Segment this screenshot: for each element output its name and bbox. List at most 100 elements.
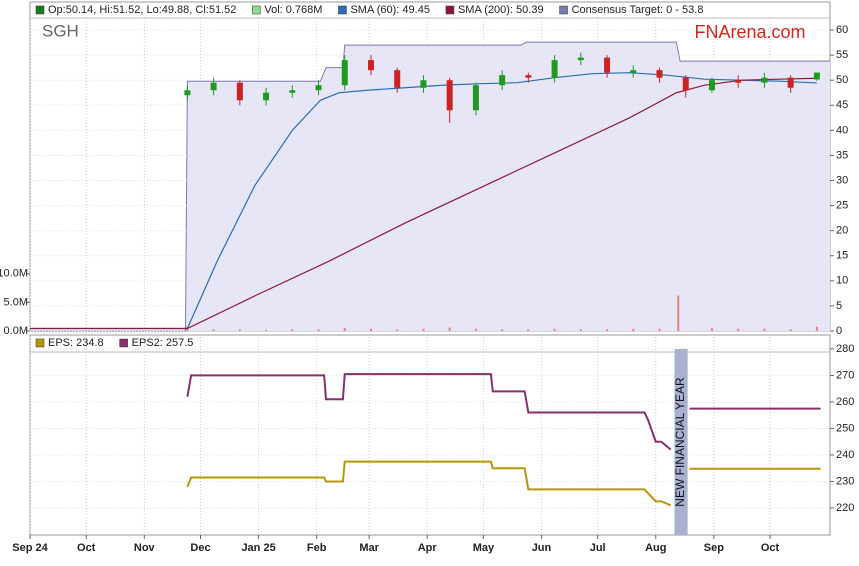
volume-bar (815, 326, 818, 331)
volume-bar (579, 329, 582, 331)
watermark: FNArena.com (694, 22, 805, 42)
plot-layer: Sep 24 Oct Nov Dec Jan 25 Feb Mar Apr May Jun Jul A… (0, 4, 854, 554)
y-tick-label: 60 (836, 24, 848, 36)
volume-bar (527, 329, 530, 331)
volume-tick-label: 0.0M (4, 325, 28, 337)
y-tick-label: 35 (836, 149, 848, 161)
y-tick-label: 240 (836, 449, 854, 461)
target-line (30, 41, 830, 332)
volume-bar (606, 329, 609, 331)
eps-panel (29, 334, 831, 536)
y-tick-label: 45 (836, 99, 848, 111)
candle-body (682, 77, 689, 91)
candle-body (446, 80, 453, 111)
volume-bar (238, 329, 241, 331)
legend-label: EPS: 234.8 (48, 337, 104, 349)
candle-body (656, 70, 663, 78)
y-tick-label: 55 (836, 49, 848, 61)
legend-label: SMA (200): 50.39 (458, 4, 544, 16)
candle-body (577, 57, 584, 61)
candle-body (289, 90, 296, 93)
candle-body (420, 80, 427, 88)
volume-bar (369, 328, 372, 331)
candle-body (184, 90, 191, 96)
legend-swatch (35, 5, 45, 15)
volume-bar (448, 327, 451, 331)
y-tick-label: 50 (836, 74, 848, 86)
x-tick-label: Apr (418, 542, 438, 554)
candle-body (813, 72, 820, 80)
x-tick-label: Jul (590, 542, 606, 554)
x-tick-label: Jan 25 (241, 542, 275, 554)
volume-bar (396, 329, 399, 331)
volume-bar (501, 329, 504, 331)
y-tick-label: 10 (836, 275, 848, 287)
y-tick-label: 280 (836, 343, 854, 355)
legend-label: Vol: 0.768M (264, 4, 322, 16)
y-tick-label: 0 (836, 325, 842, 337)
volume-bar (710, 328, 713, 331)
x-tick-label: Sep 24 (12, 542, 48, 554)
volume-bar (632, 328, 635, 331)
target-area (30, 42, 830, 331)
annotation-band (674, 349, 688, 535)
y-tick-label: 30 (836, 174, 848, 186)
y-tick-label: 220 (836, 502, 854, 514)
x-tick-label: Sep (704, 542, 724, 554)
volume-bar (422, 328, 425, 331)
volume-bar (212, 329, 215, 331)
legend-swatch (119, 338, 128, 348)
candle-body (394, 70, 401, 88)
x-tick-label: Nov (134, 542, 156, 554)
candle-body (367, 60, 374, 71)
x-tick-label: May (473, 542, 495, 554)
candle-body (551, 60, 558, 78)
y-tick-label: 20 (836, 225, 848, 237)
volume-bar (553, 328, 556, 331)
volume-tick-label: 10.0M (0, 268, 28, 280)
y-tick-label: 40 (836, 124, 848, 136)
candle-body (263, 92, 270, 101)
legend-label: SMA (60): 49.45 (350, 4, 430, 16)
y-tick-label: 270 (836, 369, 854, 381)
legend-label: Consensus Target: 0 - 53.8 (572, 4, 704, 16)
y-tick-label: 5 (836, 300, 842, 312)
annotation-label: NEW FINANCIAL YEAR (673, 377, 687, 507)
legend-swatch (252, 5, 261, 15)
candle-body (341, 60, 348, 86)
legend-swatch (445, 5, 455, 15)
volume-bar (474, 328, 477, 331)
volume-bar (343, 328, 346, 331)
y-tick-label: 250 (836, 422, 854, 434)
volume-bar (789, 329, 792, 331)
candle-body (604, 57, 611, 73)
volume-bar (737, 328, 740, 331)
eps-line (186, 373, 672, 451)
legend-label: Op:50.14, Hi:51.52, Lo:49.88, Cl:51.52 (48, 4, 236, 16)
legend-swatch (338, 5, 347, 15)
volume-bar (677, 295, 680, 331)
candle-body (236, 82, 243, 101)
x-tick-label: Dec (190, 542, 210, 554)
x-tick-label: Oct (761, 542, 780, 554)
x-tick-label: Oct (77, 542, 96, 554)
volume-tick-label: 5.0M (4, 296, 28, 308)
candle-body (525, 75, 532, 78)
y-tick-label: 25 (836, 200, 848, 212)
volume-bar (763, 328, 766, 331)
candle-body (472, 85, 479, 111)
sma-line (30, 72, 817, 330)
candle-body (735, 80, 742, 83)
candle-body (708, 80, 715, 91)
x-tick-label: Mar (359, 542, 379, 554)
candle-body (210, 82, 217, 91)
legend-label: EPS2: 257.5 (132, 337, 194, 349)
volume-bar (658, 328, 661, 331)
candle-body (787, 77, 794, 88)
eps-line (186, 460, 672, 507)
x-tick-label: Feb (307, 542, 327, 554)
y-tick-label: 15 (836, 250, 848, 262)
candle-body (499, 75, 506, 86)
x-tick-label: Jun (532, 542, 552, 554)
